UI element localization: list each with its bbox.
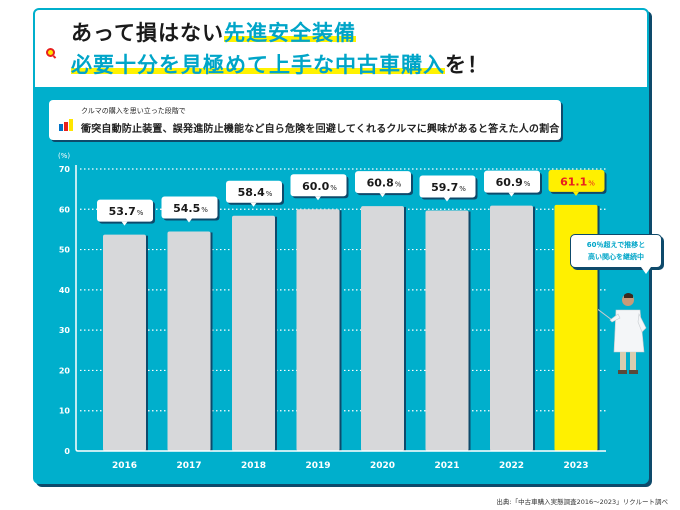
source-note: 出典:「中古車購入実態調査2016～2023」リクルート調べ xyxy=(496,498,668,506)
headline-highlight: 先進安全装備 xyxy=(223,21,356,45)
bar-2018 xyxy=(232,215,275,451)
label-bubble-tail xyxy=(444,197,450,202)
chart-subtitle-box: クルマの購入を思い立った段階で 衝突自動防止装置、誤発進防止機能など自ら危険を回… xyxy=(49,100,561,140)
callout-line-1: 60％超えで推移と xyxy=(586,241,646,249)
x-tick-label: 2019 xyxy=(305,461,330,471)
label-bubble-tail xyxy=(250,202,257,207)
search-icon xyxy=(46,48,55,57)
header: あって損はない先進安全装備 必要十分を見極めて上手な中古車購入を！ xyxy=(35,10,647,87)
data-label-unit: % xyxy=(266,190,273,198)
y-tick-label: 60 xyxy=(59,205,71,214)
data-label: 58.4% xyxy=(238,186,273,199)
label-bubble-tail xyxy=(121,221,128,226)
data-label: 59.7% xyxy=(431,181,466,194)
label-bubble xyxy=(484,170,540,193)
label-bubble xyxy=(97,199,153,222)
label-bubble-tail xyxy=(573,191,579,196)
label-bubble xyxy=(226,180,282,203)
data-label: 53.7% xyxy=(109,205,144,218)
label-bubble xyxy=(419,175,476,198)
y-axis-unit: (%) xyxy=(58,152,70,160)
label-bubble-tail xyxy=(508,192,515,197)
data-label: 60.8% xyxy=(367,177,402,190)
callout-line-2: 高い関心を継続中 xyxy=(588,253,644,261)
label-bubble xyxy=(290,174,347,197)
y-tick-label: 70 xyxy=(59,165,71,174)
headline-highlight: 必要十分を見極めて上手な中古車購入 xyxy=(71,53,445,77)
label-bubble xyxy=(161,196,218,219)
x-tick-label: 2020 xyxy=(370,461,395,471)
subtitle-small: クルマの購入を思い立った段階で xyxy=(81,107,186,115)
y-tick-label: 20 xyxy=(59,366,71,375)
data-label: 60.0% xyxy=(302,180,337,193)
bar-2017 xyxy=(167,231,211,451)
bar-2020 xyxy=(361,206,404,451)
axis-line xyxy=(75,165,606,452)
data-label: 60.9% xyxy=(496,176,531,189)
label-bubble xyxy=(548,169,605,192)
headline-plain: を！ xyxy=(445,53,489,77)
subtitle-main: 衝突自動防止装置、誤発進防止機能など自ら危険を回避してくれるクルマに興味があると… xyxy=(81,124,560,135)
bars xyxy=(103,204,600,451)
label-bubble-tail xyxy=(315,196,321,201)
data-label: 61.1% xyxy=(560,175,595,188)
bar-chart-icon xyxy=(59,119,73,131)
data-label-unit: % xyxy=(137,209,144,217)
data-label-unit: % xyxy=(524,180,531,188)
y-tick-label: 30 xyxy=(59,326,71,335)
data-label-unit: % xyxy=(330,184,337,192)
data-label-unit: % xyxy=(395,181,402,189)
bar-2019 xyxy=(296,209,340,451)
data-label: 54.5% xyxy=(173,202,208,215)
presenter-illustration xyxy=(598,293,647,374)
x-tick-label: 2022 xyxy=(499,461,524,471)
x-tick-label: 2021 xyxy=(434,461,459,471)
y-tick-label: 40 xyxy=(59,286,71,295)
bar-2022 xyxy=(490,205,533,451)
x-tick-label: 2023 xyxy=(563,461,588,471)
x-tick-label: 2018 xyxy=(241,461,266,471)
data-label-unit: % xyxy=(459,185,466,193)
bar-2021 xyxy=(425,210,469,451)
y-tick-label: 0 xyxy=(64,447,70,456)
bar-2016 xyxy=(103,234,146,451)
data-labels: 53.7% 54.5% 58.4% 60.0% 60.8% 59.7% 60.9% 61.1% xyxy=(97,169,607,226)
annotation-callout: 60％超えで推移と 高い関心を継続中 xyxy=(570,234,662,274)
x-tick-label: 2016 xyxy=(112,461,137,471)
headline-plain: あって損はない xyxy=(71,21,224,45)
headline-line-2: 必要十分を見極めて上手な中古車購入を！ xyxy=(71,52,489,78)
axes: (%) 0 10 20 30 40 50 60 70 2016 2017 2018 2019 2020 20… xyxy=(58,152,606,471)
y-tick-label: 50 xyxy=(59,246,71,255)
x-tick-label: 2017 xyxy=(176,461,201,471)
data-label-unit: % xyxy=(588,179,595,187)
y-tick-label: 10 xyxy=(59,407,71,416)
data-label-unit: % xyxy=(201,206,208,214)
headline-line-1: あって損はない先進安全装備 xyxy=(71,20,356,46)
label-bubble-tail xyxy=(186,218,192,223)
label-bubble-tail xyxy=(379,193,386,198)
label-bubble xyxy=(355,171,411,194)
